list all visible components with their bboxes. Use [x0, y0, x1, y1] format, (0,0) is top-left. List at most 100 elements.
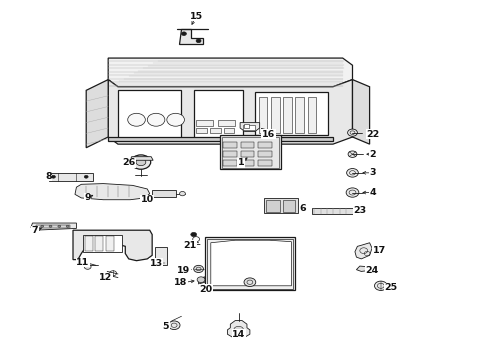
Bar: [258, 160, 272, 166]
Circle shape: [49, 225, 52, 227]
Bar: [207, 239, 294, 289]
Polygon shape: [240, 123, 260, 132]
Bar: [241, 160, 254, 166]
Bar: [152, 190, 175, 197]
Text: 7: 7: [31, 226, 38, 235]
Bar: [83, 234, 122, 252]
Circle shape: [84, 175, 88, 178]
Circle shape: [181, 32, 186, 36]
Bar: [118, 90, 181, 139]
Bar: [283, 97, 292, 133]
Text: 11: 11: [76, 258, 89, 267]
Polygon shape: [179, 30, 203, 44]
Text: 20: 20: [199, 284, 213, 293]
Polygon shape: [227, 320, 250, 337]
Circle shape: [167, 113, 184, 126]
Bar: [244, 124, 249, 128]
Text: 17: 17: [373, 246, 386, 255]
Text: 19: 19: [177, 266, 191, 275]
Polygon shape: [355, 243, 372, 259]
Text: 8: 8: [45, 172, 52, 181]
Polygon shape: [73, 230, 152, 261]
Circle shape: [58, 225, 61, 227]
Text: 18: 18: [174, 278, 187, 287]
Bar: [223, 128, 234, 134]
Text: 1: 1: [238, 158, 245, 167]
Text: 6: 6: [299, 204, 306, 213]
Bar: [271, 97, 280, 133]
Bar: [218, 120, 235, 126]
Circle shape: [197, 277, 205, 283]
Bar: [258, 151, 272, 157]
Bar: [255, 92, 328, 135]
Bar: [313, 208, 354, 214]
Bar: [210, 128, 220, 134]
Bar: [36, 225, 70, 228]
Circle shape: [66, 225, 69, 227]
Text: 4: 4: [369, 188, 376, 197]
Text: 10: 10: [141, 195, 154, 204]
Text: 24: 24: [366, 266, 379, 275]
Bar: [196, 120, 213, 126]
Text: 13: 13: [149, 259, 163, 268]
Circle shape: [374, 281, 387, 291]
Bar: [308, 97, 317, 133]
Bar: [220, 135, 281, 169]
Text: 25: 25: [384, 283, 397, 292]
Circle shape: [84, 264, 91, 269]
Text: 14: 14: [232, 330, 245, 339]
Bar: [295, 97, 304, 133]
Polygon shape: [108, 137, 333, 140]
Circle shape: [131, 155, 151, 169]
Polygon shape: [198, 277, 205, 284]
Bar: [266, 200, 280, 212]
Polygon shape: [108, 58, 352, 87]
Text: 26: 26: [122, 158, 135, 167]
Text: 22: 22: [367, 130, 380, 139]
Polygon shape: [352, 80, 369, 144]
Polygon shape: [356, 266, 369, 271]
Circle shape: [128, 113, 146, 126]
Text: 3: 3: [370, 168, 376, 177]
Circle shape: [348, 151, 357, 157]
Bar: [194, 90, 243, 139]
Circle shape: [244, 278, 256, 287]
Bar: [205, 237, 295, 291]
Text: 16: 16: [262, 130, 275, 139]
Polygon shape: [108, 80, 352, 144]
Bar: [241, 142, 254, 148]
Text: 15: 15: [190, 12, 203, 21]
Bar: [106, 236, 114, 251]
Circle shape: [168, 321, 180, 329]
Text: 5: 5: [163, 322, 169, 331]
Circle shape: [196, 39, 201, 42]
Bar: [96, 236, 103, 251]
Bar: [196, 128, 207, 134]
Circle shape: [346, 188, 359, 197]
Bar: [155, 247, 167, 265]
Circle shape: [234, 326, 244, 333]
Bar: [49, 173, 93, 181]
Text: 21: 21: [184, 241, 197, 250]
Polygon shape: [86, 80, 108, 148]
Circle shape: [41, 225, 44, 227]
Polygon shape: [31, 223, 76, 230]
Circle shape: [136, 158, 146, 166]
Polygon shape: [75, 184, 150, 200]
Polygon shape: [130, 157, 153, 160]
Circle shape: [147, 113, 165, 126]
Circle shape: [51, 175, 55, 178]
Bar: [258, 142, 272, 148]
Text: 12: 12: [99, 273, 112, 282]
Bar: [223, 142, 237, 148]
Circle shape: [194, 265, 203, 273]
Bar: [221, 136, 279, 168]
Circle shape: [191, 232, 196, 237]
Text: 23: 23: [353, 206, 367, 215]
Circle shape: [179, 192, 185, 196]
Bar: [243, 125, 255, 130]
Bar: [85, 236, 93, 251]
Bar: [264, 198, 298, 213]
Circle shape: [346, 168, 358, 177]
Bar: [223, 160, 237, 166]
